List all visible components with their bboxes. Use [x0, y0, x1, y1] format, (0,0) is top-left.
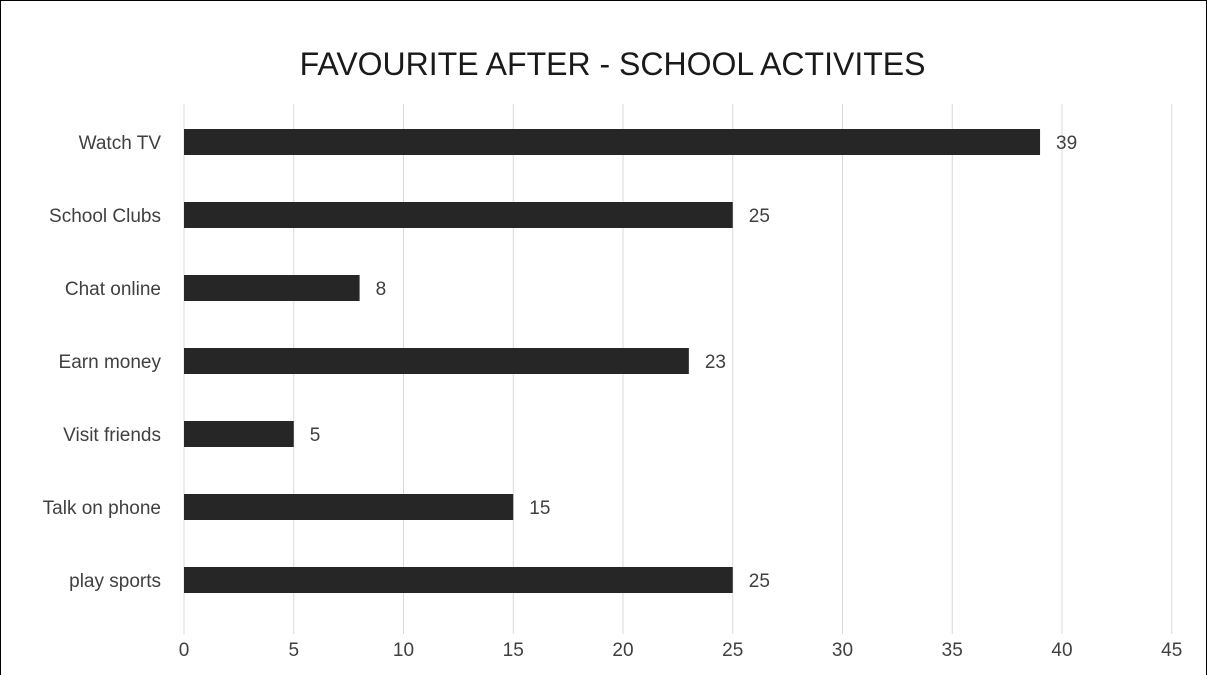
bar	[184, 421, 294, 447]
bar	[184, 275, 360, 301]
x-tick-label: 15	[503, 640, 524, 661]
x-tick-label: 45	[1161, 640, 1182, 661]
x-tick-label: 20	[612, 640, 633, 661]
data-label: 25	[749, 571, 770, 592]
x-tick-label: 10	[393, 640, 414, 661]
chart-title: FAVOURITE AFTER - SCHOOL ACTIVITES	[299, 46, 926, 82]
data-label: 25	[749, 206, 770, 227]
category-label: play sports	[69, 571, 161, 592]
category-label: Chat online	[65, 279, 161, 300]
data-label: 5	[310, 425, 321, 446]
category-label: Visit friends	[63, 425, 161, 446]
category-label: Earn money	[59, 352, 162, 373]
x-tick-label: 35	[942, 640, 963, 661]
x-tick-label: 25	[722, 640, 743, 661]
bar	[184, 494, 514, 520]
x-tick-label: 0	[179, 640, 190, 661]
data-label: 15	[529, 498, 550, 519]
bar	[184, 129, 1041, 155]
category-label: Watch TV	[79, 133, 162, 154]
bar	[184, 202, 733, 228]
data-label: 39	[1056, 133, 1077, 154]
x-tick-label: 40	[1051, 640, 1072, 661]
category-label: Talk on phone	[43, 498, 161, 519]
bar	[184, 567, 733, 593]
category-label: School Clubs	[49, 206, 161, 227]
data-label: 8	[376, 279, 387, 300]
bar	[184, 348, 689, 374]
data-label: 23	[705, 352, 726, 373]
x-tick-label: 30	[832, 640, 853, 661]
x-tick-label: 5	[288, 640, 299, 661]
